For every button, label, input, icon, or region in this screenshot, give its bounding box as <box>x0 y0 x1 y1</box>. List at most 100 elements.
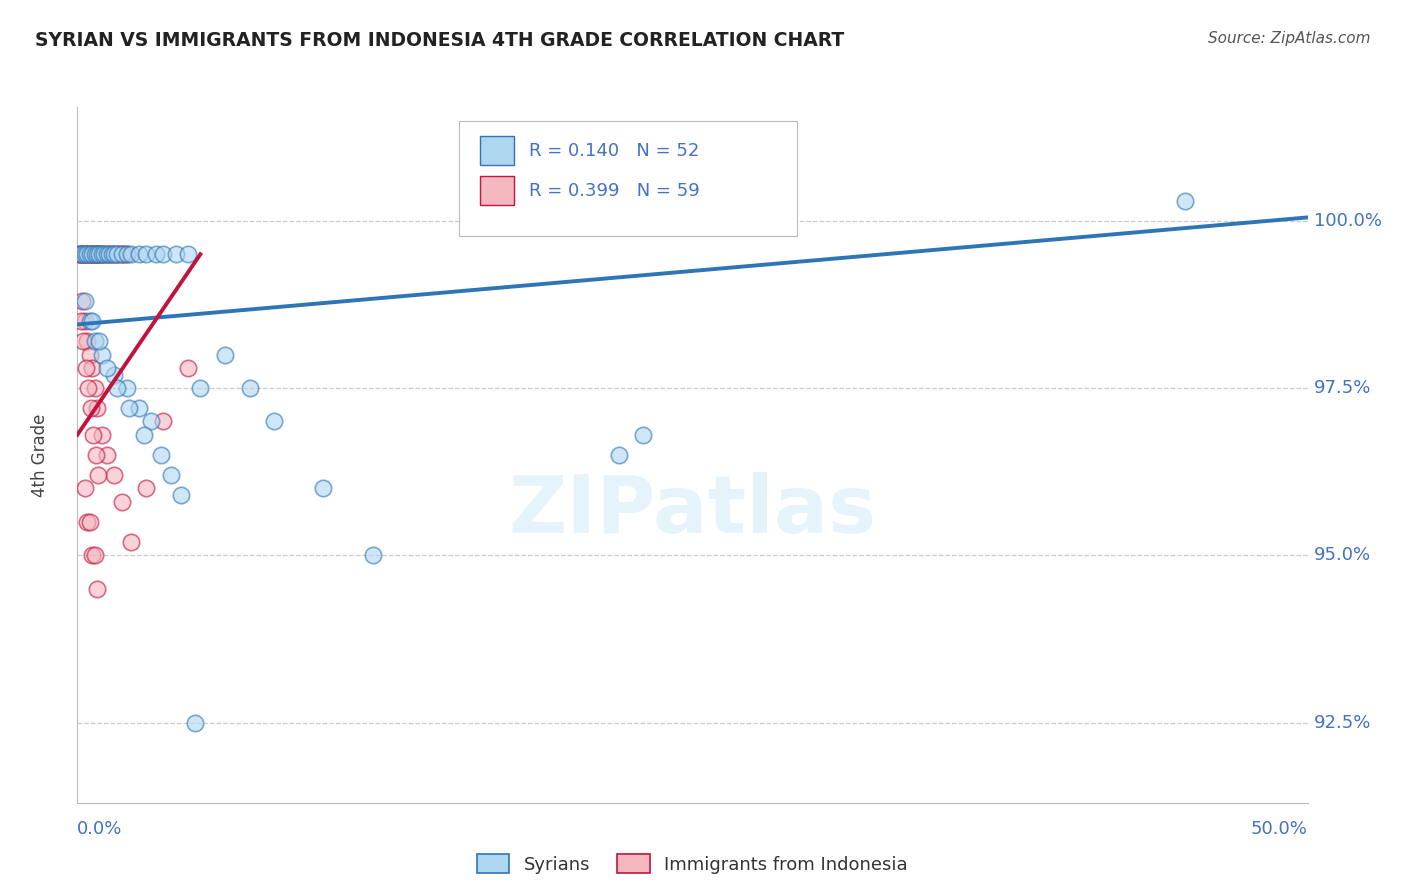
Point <box>103 247 125 261</box>
Point <box>152 415 174 429</box>
Point <box>115 381 138 395</box>
Point <box>184 715 207 730</box>
Point <box>83 381 105 395</box>
Point <box>361 549 384 563</box>
Point <box>96 247 118 261</box>
Point <box>73 482 96 496</box>
Point <box>90 247 114 261</box>
Point <box>79 314 101 328</box>
Text: SYRIAN VS IMMIGRANTS FROM INDONESIA 4TH GRADE CORRELATION CHART: SYRIAN VS IMMIGRANTS FROM INDONESIA 4TH … <box>35 31 845 50</box>
Point <box>108 247 131 261</box>
Text: 0.0%: 0.0% <box>77 821 122 838</box>
Point <box>141 415 163 429</box>
Point <box>132 428 155 442</box>
Text: 95.0%: 95.0% <box>1313 546 1371 565</box>
Point <box>83 334 105 349</box>
Point <box>111 247 132 261</box>
Point <box>82 549 104 563</box>
Point <box>87 467 110 482</box>
Point <box>86 247 108 261</box>
Point <box>87 247 110 261</box>
Point <box>121 247 143 261</box>
Point <box>111 247 132 261</box>
Point <box>103 368 125 382</box>
Point <box>77 381 100 395</box>
Point <box>75 361 97 376</box>
Point <box>84 448 107 462</box>
Point <box>165 247 187 261</box>
Text: 97.5%: 97.5% <box>1313 379 1371 397</box>
Point <box>73 247 96 261</box>
Point <box>73 294 96 309</box>
Point <box>90 247 112 261</box>
Point <box>79 515 101 529</box>
Point <box>73 247 96 261</box>
Text: 50.0%: 50.0% <box>1251 821 1308 838</box>
Point <box>76 247 98 261</box>
Point <box>70 247 93 261</box>
Point <box>188 381 212 395</box>
Point <box>76 247 98 261</box>
Point <box>103 247 125 261</box>
Point <box>105 381 128 395</box>
Point <box>80 247 103 261</box>
Point <box>82 247 104 261</box>
Point <box>101 247 124 261</box>
Point <box>67 247 90 261</box>
Point <box>93 247 115 261</box>
Point <box>177 361 200 376</box>
Point <box>70 247 93 261</box>
Point <box>118 401 141 416</box>
Point <box>82 428 104 442</box>
Point <box>82 247 104 261</box>
FancyBboxPatch shape <box>479 176 515 205</box>
Point <box>86 582 108 596</box>
Point <box>90 348 114 362</box>
Point <box>101 247 124 261</box>
Point <box>79 247 101 261</box>
Point <box>128 401 150 416</box>
Point <box>83 247 105 261</box>
Point <box>76 334 98 349</box>
Text: ZIPatlas: ZIPatlas <box>509 472 876 549</box>
Point <box>239 381 262 395</box>
FancyBboxPatch shape <box>458 121 797 235</box>
Point <box>150 448 173 462</box>
Point <box>82 361 104 376</box>
Point <box>90 428 114 442</box>
Point <box>89 334 111 349</box>
Point <box>145 247 167 261</box>
Point <box>312 482 335 496</box>
Point <box>83 247 105 261</box>
Point <box>82 314 104 328</box>
Point <box>69 247 91 261</box>
Point <box>214 348 236 362</box>
Point <box>76 515 98 529</box>
Legend: Syrians, Immigrants from Indonesia: Syrians, Immigrants from Indonesia <box>470 847 915 880</box>
Point <box>111 495 132 509</box>
Point <box>96 448 118 462</box>
Point <box>89 247 111 261</box>
Point <box>70 247 93 261</box>
Point <box>160 467 183 482</box>
Point <box>135 482 157 496</box>
Point <box>83 549 105 563</box>
Point <box>170 488 193 502</box>
Point <box>633 428 655 442</box>
Text: Source: ZipAtlas.com: Source: ZipAtlas.com <box>1208 31 1371 46</box>
Point <box>115 247 138 261</box>
Point <box>98 247 121 261</box>
Point <box>93 247 115 261</box>
Point <box>177 247 200 261</box>
Text: 4th Grade: 4th Grade <box>31 413 49 497</box>
Point <box>79 247 101 261</box>
Point <box>152 247 174 261</box>
Point <box>72 247 94 261</box>
Point <box>103 467 125 482</box>
Point <box>105 247 128 261</box>
Point <box>112 247 135 261</box>
Point <box>86 247 108 261</box>
Point <box>84 247 107 261</box>
Point <box>70 294 93 309</box>
Point <box>70 314 93 328</box>
